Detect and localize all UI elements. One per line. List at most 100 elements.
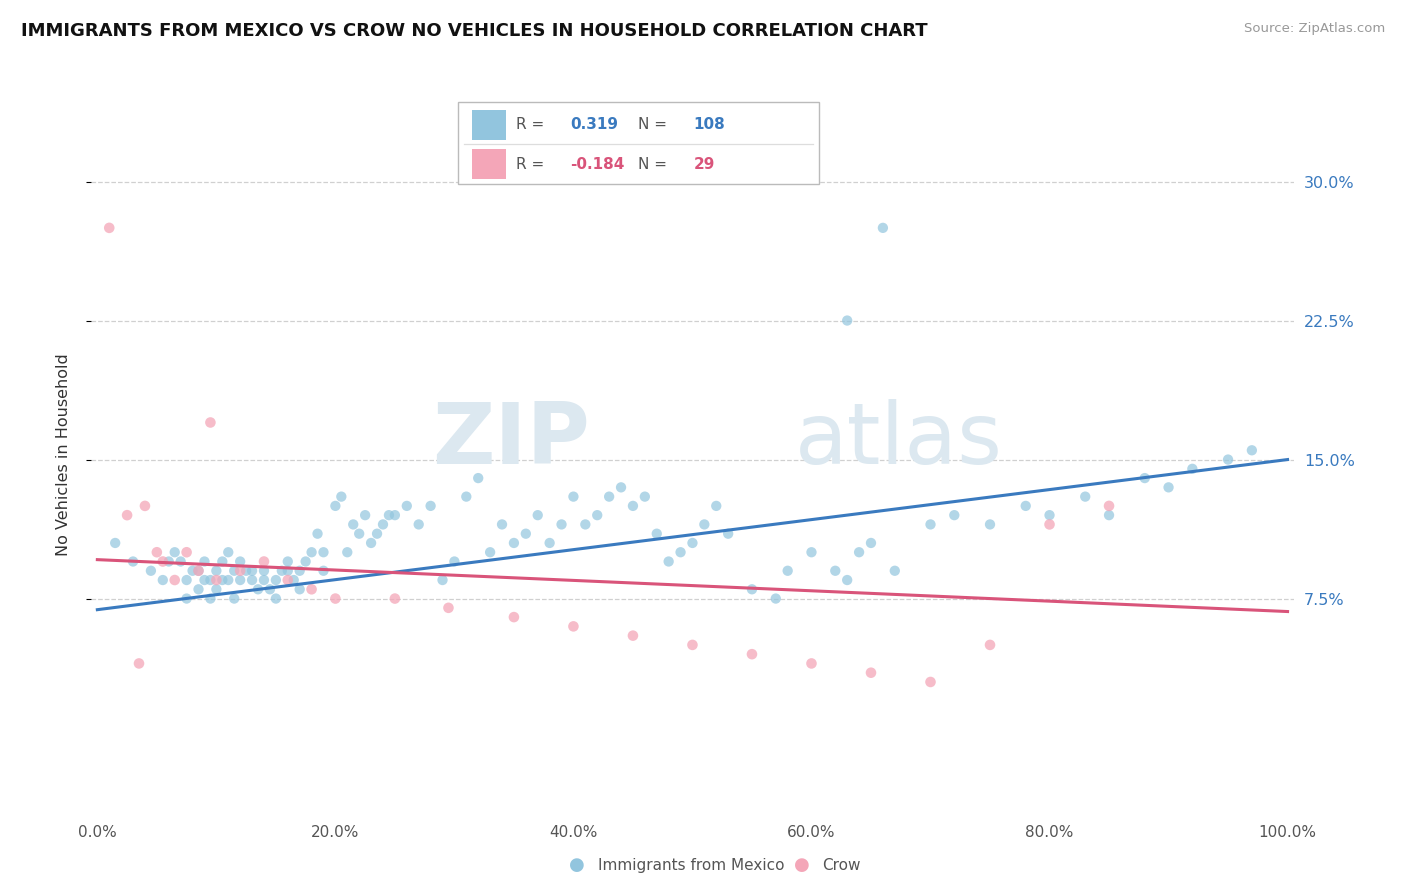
Point — [325, 591, 347, 606]
Point — [347, 526, 370, 541]
Point — [187, 564, 209, 578]
Point — [848, 545, 870, 559]
Point — [800, 545, 823, 559]
Point — [456, 490, 478, 504]
Point — [211, 554, 233, 568]
Point — [920, 675, 942, 690]
Point — [443, 554, 465, 568]
Point — [200, 573, 222, 587]
Point — [621, 499, 644, 513]
Point — [330, 490, 353, 504]
Point — [115, 508, 138, 523]
Point — [283, 573, 305, 587]
Point — [122, 554, 145, 568]
Point — [288, 582, 311, 597]
Point — [920, 517, 942, 532]
FancyBboxPatch shape — [458, 102, 818, 184]
Text: ●: ● — [568, 856, 585, 874]
Point — [598, 490, 620, 504]
Point — [176, 545, 198, 559]
Point — [217, 573, 239, 587]
Point — [943, 508, 966, 523]
Point — [883, 564, 905, 578]
Point — [176, 591, 198, 606]
Text: atlas: atlas — [794, 399, 1002, 483]
Point — [264, 591, 287, 606]
Point — [395, 499, 418, 513]
Point — [776, 564, 799, 578]
Point — [157, 554, 180, 568]
Point — [682, 536, 704, 550]
Point — [229, 573, 252, 587]
Point — [193, 554, 215, 568]
Point — [682, 638, 704, 652]
Point — [800, 657, 823, 671]
Point — [1240, 443, 1263, 458]
Point — [235, 564, 257, 578]
Point — [224, 591, 246, 606]
Point — [1098, 499, 1121, 513]
Point — [307, 526, 329, 541]
Text: 0.319: 0.319 — [569, 117, 617, 132]
Point — [1216, 452, 1239, 467]
Text: IMMIGRANTS FROM MEXICO VS CROW NO VEHICLES IN HOUSEHOLD CORRELATION CHART: IMMIGRANTS FROM MEXICO VS CROW NO VEHICL… — [21, 22, 928, 40]
Text: ZIP: ZIP — [433, 399, 591, 483]
Point — [371, 517, 394, 532]
Point — [491, 517, 513, 532]
Text: Immigrants from Mexico: Immigrants from Mexico — [598, 858, 785, 872]
Point — [146, 545, 169, 559]
Point — [205, 573, 228, 587]
Point — [621, 629, 644, 643]
Point — [503, 536, 526, 550]
Point — [240, 564, 263, 578]
Point — [163, 573, 186, 587]
Point — [586, 508, 609, 523]
Text: Source: ZipAtlas.com: Source: ZipAtlas.com — [1244, 22, 1385, 36]
Point — [163, 545, 186, 559]
Bar — [472, 110, 506, 140]
Point — [562, 490, 585, 504]
Point — [384, 508, 406, 523]
Point — [240, 573, 263, 587]
Point — [979, 638, 1001, 652]
Point — [193, 573, 215, 587]
Point — [301, 582, 323, 597]
Point — [253, 564, 276, 578]
Point — [503, 610, 526, 624]
Point — [872, 220, 894, 235]
Point — [704, 499, 727, 513]
Point — [479, 545, 502, 559]
Point — [360, 536, 382, 550]
Point — [336, 545, 359, 559]
Point — [277, 564, 299, 578]
Point — [139, 564, 162, 578]
Point — [824, 564, 846, 578]
Text: R =: R = — [516, 157, 544, 171]
Point — [859, 536, 882, 550]
Point — [1038, 508, 1060, 523]
Point — [247, 582, 270, 597]
Point — [152, 554, 174, 568]
Point — [354, 508, 377, 523]
Point — [187, 564, 209, 578]
Point — [1074, 490, 1097, 504]
Point — [765, 591, 787, 606]
Text: ●: ● — [793, 856, 810, 874]
Point — [1181, 462, 1204, 476]
Point — [224, 564, 246, 578]
Point — [277, 573, 299, 587]
Point — [277, 554, 299, 568]
Point — [312, 564, 335, 578]
Point — [550, 517, 572, 532]
Point — [467, 471, 489, 485]
Point — [634, 490, 657, 504]
Text: Crow: Crow — [823, 858, 860, 872]
Point — [645, 526, 668, 541]
Text: R =: R = — [516, 117, 544, 132]
Point — [128, 657, 150, 671]
Point — [229, 554, 252, 568]
Point — [259, 582, 281, 597]
Point — [205, 564, 228, 578]
Point — [610, 480, 633, 494]
Point — [169, 554, 191, 568]
